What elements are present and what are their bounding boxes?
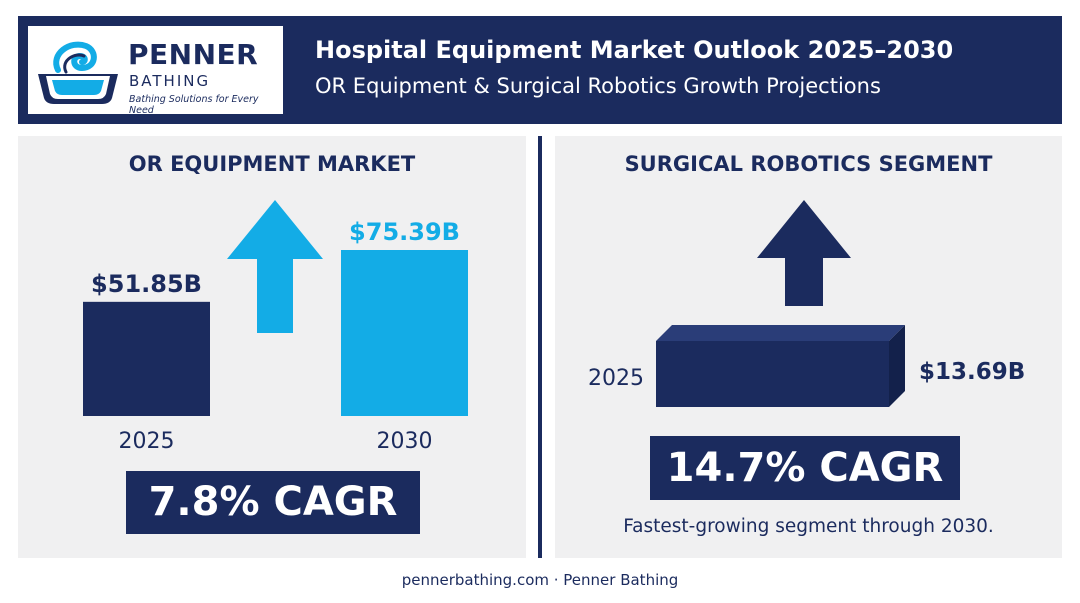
surgical-robotics-panel: SURGICAL ROBOTICS SEGMENT 2025 $13.69B 14… xyxy=(555,136,1062,558)
bar-2030 xyxy=(341,250,468,416)
x-tick-label-2025: 2025 xyxy=(119,429,175,454)
up-arrow-icon xyxy=(227,200,323,333)
bar-value-label-2030: $75.39B xyxy=(349,218,460,246)
wave-logo-icon xyxy=(38,41,118,104)
up-arrow-icon xyxy=(757,200,851,306)
y-tick-label-2025: 2025 xyxy=(588,366,644,391)
panel-divider xyxy=(538,136,542,558)
footer-credit: pennerbathing.com · Penner Bathing xyxy=(401,571,679,589)
logo-name: PENNER xyxy=(128,38,259,71)
bar-value-label-2025: $51.85B xyxy=(91,270,202,298)
x-tick-label-2030: 2030 xyxy=(377,429,433,454)
logo-tagline: Bathing Solutions for Every Need xyxy=(129,94,259,116)
left-panel-title: OR EQUIPMENT MARKET xyxy=(128,152,416,176)
logo-subname: BATHING xyxy=(129,72,211,90)
bar-value-label-2025: $13.69B xyxy=(919,359,1025,385)
bar-side-face xyxy=(889,325,905,407)
bar-2025 xyxy=(83,301,210,416)
surgical-robotics-chart: 2025 $13.69B xyxy=(588,200,1025,407)
header-banner: PENNER BATHING Bathing Solutions for Eve… xyxy=(18,16,1062,124)
or-equipment-panel: OR EQUIPMENT MARKET $51.85B 2025 $75.39B 20… xyxy=(18,136,526,558)
page-title: Hospital Equipment Market Outlook 2025–2… xyxy=(315,36,954,64)
segment-note: Fastest-growing segment through 2030. xyxy=(623,516,994,537)
or-equipment-cagr-badge: 7.8% CAGR xyxy=(126,471,420,534)
bar-2025 xyxy=(656,341,889,407)
page-subtitle: OR Equipment & Surgical Robotics Growth … xyxy=(315,74,881,98)
bar-top-face xyxy=(656,325,905,341)
or-equipment-chart: $51.85B 2025 $75.39B 2030 xyxy=(83,200,468,454)
surgical-robotics-cagr-badge: 14.7% CAGR xyxy=(650,436,960,500)
right-panel-title: SURGICAL ROBOTICS SEGMENT xyxy=(624,152,993,176)
company-logo: PENNER BATHING Bathing Solutions for Eve… xyxy=(28,26,283,116)
